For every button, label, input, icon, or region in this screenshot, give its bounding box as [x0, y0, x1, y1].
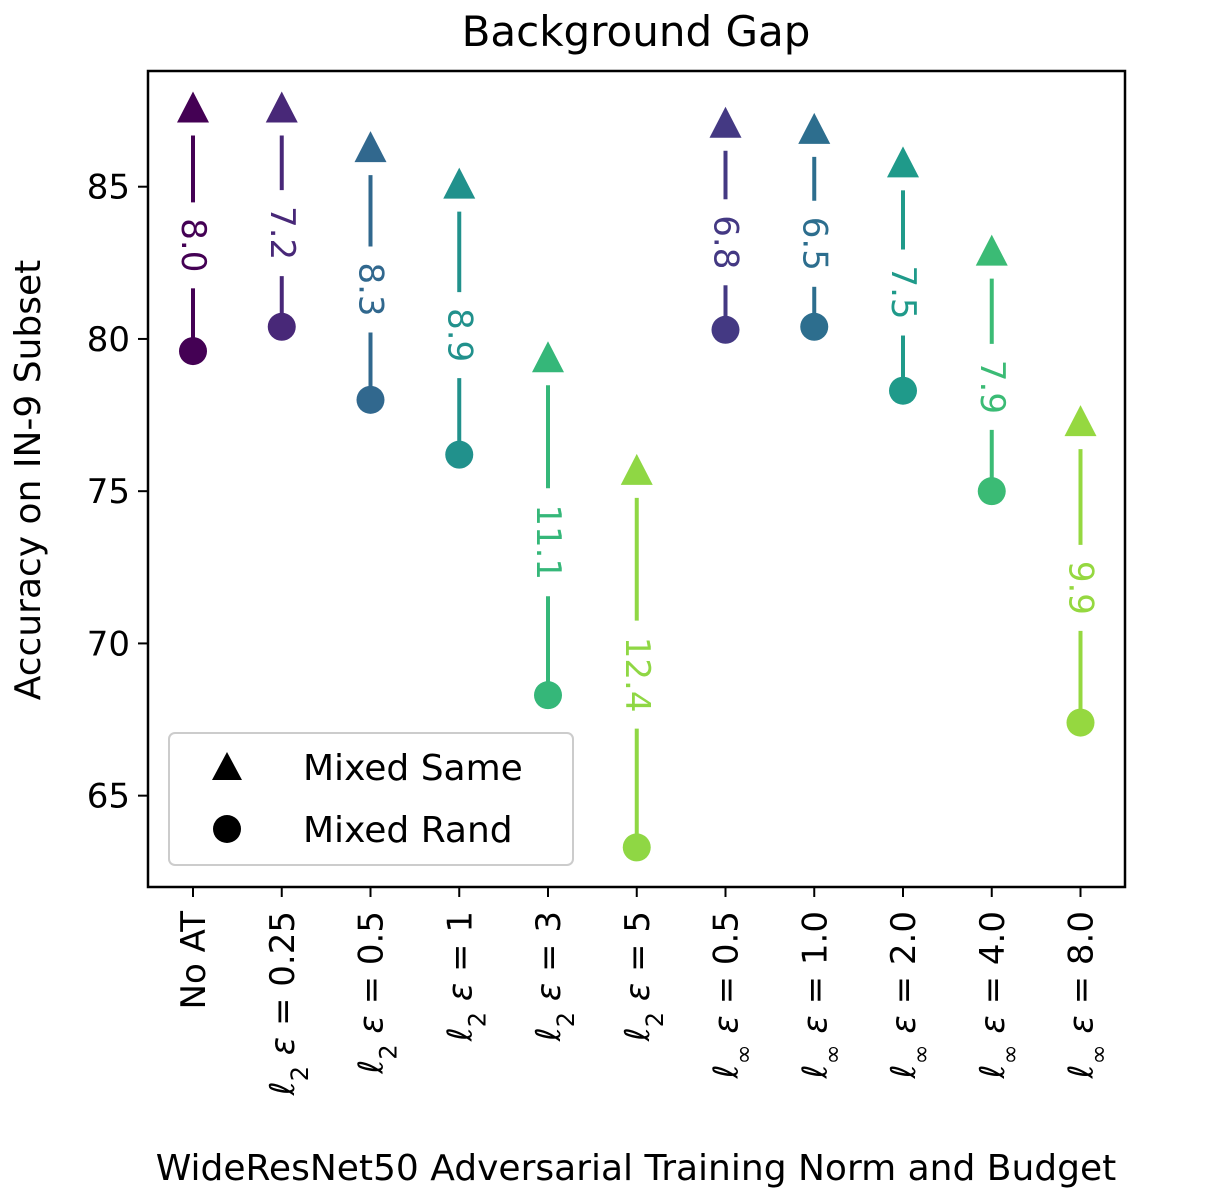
- mixed-rand-marker: [179, 337, 207, 366]
- mixed-rand-marker: [889, 376, 917, 405]
- legend-entry-mixed-rand: Mixed Rand: [303, 810, 513, 851]
- mixed-same-marker: [1064, 405, 1097, 437]
- legend: Mixed Same Mixed Rand: [168, 732, 574, 866]
- gap-value-label: 7.9: [972, 360, 1012, 414]
- legend-circle-icon: [213, 815, 241, 843]
- legend-triangle-icon: [212, 752, 242, 780]
- x-tick-label: ℓ∞ ε = 2.0: [884, 911, 935, 1079]
- gap-value-label: 8.0: [173, 218, 213, 272]
- mixed-rand-marker: [977, 477, 1006, 506]
- x-tick-label: No AT: [174, 911, 214, 1010]
- x-tick-label: ℓ∞ ε = 1.0: [795, 911, 846, 1079]
- y-tick-label: 75: [87, 472, 130, 512]
- y-tick-label: 70: [87, 624, 130, 664]
- y-tick-label: 65: [87, 777, 130, 817]
- mixed-rand-marker: [356, 385, 385, 414]
- mixed-same-marker: [265, 91, 298, 123]
- mixed-rand-marker: [1066, 708, 1095, 737]
- x-tick-label: ℓ2 ε = 1: [440, 911, 491, 1042]
- x-tick-label: ℓ2 ε = 0.25: [263, 911, 314, 1096]
- chart-title: Background Gap: [462, 7, 811, 56]
- gap-value-label: 9.9: [1061, 561, 1101, 615]
- mixed-same-marker: [177, 91, 209, 123]
- mixed-same-marker: [798, 112, 831, 144]
- mixed-rand-marker: [800, 312, 829, 341]
- x-tick-label: ℓ2 ε = 3: [529, 911, 580, 1042]
- gap-value-label: 7.2: [262, 206, 302, 260]
- gap-value-label: 6.5: [794, 217, 834, 271]
- gap-value-label: 7.5: [883, 265, 923, 319]
- gap-value-label: 8.9: [439, 308, 479, 362]
- mixed-same-marker: [443, 167, 476, 199]
- y-tick-label: 85: [87, 168, 130, 208]
- plot-area: 65 70 75 80 85 No AT 8.0 ℓ2 ε = 0.25 7.2 ℓ2 ε = 0…: [87, 69, 1127, 1096]
- mixed-rand-marker: [711, 315, 740, 344]
- mixed-rand-marker: [267, 312, 296, 341]
- x-tick-label: ℓ∞ ε = 8.0: [1062, 911, 1113, 1079]
- mixed-same-marker: [887, 146, 919, 178]
- y-tick-label: 80: [87, 320, 130, 360]
- legend-entry-mixed-same: Mixed Same: [303, 748, 523, 789]
- gap-value-label: 11.1: [528, 504, 568, 580]
- mixed-same-marker: [354, 131, 387, 163]
- mixed-same-marker: [620, 453, 653, 485]
- x-axis-label: WideResNet50 Adversarial Training Norm a…: [156, 1148, 1117, 1189]
- y-axis-label: Accuracy on IN-9 Subset: [8, 260, 49, 701]
- gap-value-label: 6.8: [706, 215, 746, 269]
- mixed-same-marker: [532, 341, 564, 373]
- gap-value-label: 12.4: [617, 637, 657, 713]
- mixed-same-marker: [975, 234, 1008, 266]
- legend-box: [168, 732, 574, 866]
- x-tick-label: ℓ2 ε = 0.5: [352, 911, 403, 1075]
- mixed-rand-marker: [445, 440, 474, 469]
- mixed-same-marker: [709, 106, 742, 138]
- x-tick-label: ℓ2 ε = 5: [618, 911, 669, 1042]
- mixed-rand-marker: [622, 833, 651, 862]
- x-tick-label: ℓ∞ ε = 4.0: [973, 911, 1024, 1079]
- gap-value-label: 8.3: [351, 262, 391, 316]
- mixed-rand-marker: [534, 681, 562, 710]
- x-tick-label: ℓ∞ ε = 0.5: [707, 911, 758, 1079]
